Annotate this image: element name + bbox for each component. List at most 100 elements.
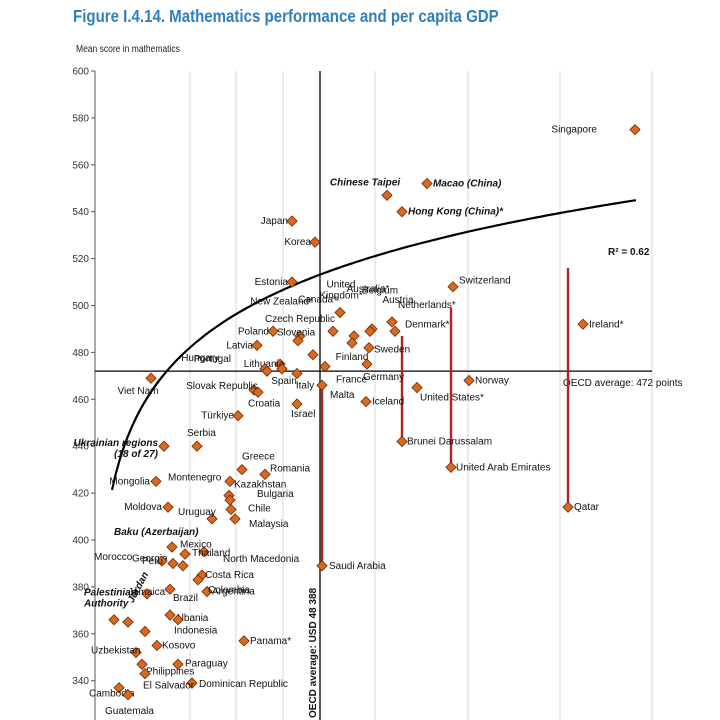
data-point-united-states: United States* bbox=[411, 381, 484, 404]
residual-lines bbox=[320, 267, 570, 566]
data-point-brunei-darussalam: Brunei Darussalam bbox=[396, 435, 492, 448]
marker-united-arab-emirates bbox=[445, 461, 457, 473]
label-saudi-arabia: Saudi Arabia bbox=[329, 561, 386, 572]
data-point-romania: Romania bbox=[259, 463, 310, 480]
label-kazakhstan: Kazakhstan bbox=[234, 479, 286, 490]
label-moldova: Moldova bbox=[124, 502, 162, 513]
marker-malaysia bbox=[229, 513, 241, 525]
marker-croatia bbox=[252, 386, 264, 398]
label-chile: Chile bbox=[248, 504, 271, 515]
data-point-chinese-taipei: Chinese Taipei bbox=[330, 177, 400, 201]
label-ukrainian-regions-18-of-27: Ukrainian regions (18 of 27) bbox=[74, 438, 159, 460]
marker-indonesia bbox=[172, 614, 184, 626]
label-baku-azerbaijan: Baku (Azerbaijan) bbox=[114, 527, 199, 538]
data-point-canada: Canada* bbox=[298, 295, 346, 319]
data-points: Singapore Chinese Taipei Macao (China) Hong… bbox=[74, 123, 641, 717]
data-point-portugal: Portugal bbox=[194, 354, 273, 377]
label-new-zealand: New Zealand* bbox=[250, 297, 313, 308]
y-tick-label-540: 540 bbox=[72, 207, 89, 218]
y-tick-label-560: 560 bbox=[72, 160, 89, 171]
label-morocco: Morocco bbox=[94, 552, 133, 563]
label-peru: Peru bbox=[142, 556, 163, 567]
marker-philippines bbox=[136, 658, 148, 670]
marker-poland bbox=[267, 325, 279, 337]
data-point-t-rkiye: Türkiye bbox=[201, 410, 244, 422]
label-croatia: Croatia bbox=[248, 398, 281, 409]
label-qatar: Qatar bbox=[574, 502, 600, 513]
marker-netherlands bbox=[386, 316, 398, 328]
label-united-arab-emirates: United Arab Emirates bbox=[456, 462, 551, 473]
label-uzbekistan: Uzbekistan bbox=[91, 646, 140, 657]
data-point-palestinian-authority: Palestinian Authority bbox=[83, 588, 137, 626]
label-israel: Israel bbox=[291, 409, 315, 420]
data-point-jordan: Jordan bbox=[126, 570, 151, 638]
label-costa-rica: Costa Rica bbox=[205, 570, 254, 581]
label-hungary: Hungary bbox=[181, 353, 219, 364]
data-point-brazil: Brazil bbox=[164, 583, 198, 604]
marker-qatar bbox=[562, 501, 574, 513]
label-australia: Australia* bbox=[347, 284, 390, 295]
data-point-netherlands: Netherlands* bbox=[386, 300, 456, 328]
label-kosovo: Kosovo bbox=[162, 641, 196, 652]
marker-united-kingdom bbox=[327, 325, 339, 337]
label-palestinian-authority: Palestinian Authority bbox=[83, 588, 137, 610]
data-point-hong-kong-china: Hong Kong (China)* bbox=[396, 206, 504, 218]
y-tick-label-580: 580 bbox=[72, 113, 89, 124]
label-thailand: Thailand bbox=[192, 548, 230, 559]
data-point-germany: Germany bbox=[361, 358, 404, 383]
label-austria: Austria bbox=[382, 295, 414, 306]
label-north-macedonia: North Macedonia bbox=[223, 554, 300, 565]
data-point-serbia: Serbia bbox=[187, 428, 216, 452]
marker-palestinian-authority bbox=[108, 614, 120, 626]
marker-italy bbox=[291, 367, 303, 380]
marker-germany bbox=[361, 358, 373, 370]
marker-japan bbox=[286, 215, 298, 227]
label-united-kingdom: United Kingdom* bbox=[319, 279, 362, 301]
marker-france bbox=[319, 360, 331, 373]
data-point-sweden: Sweden bbox=[363, 342, 410, 356]
marker-el-salvador bbox=[139, 668, 151, 680]
label-japan: Japan bbox=[261, 216, 288, 227]
label-brazil: Brazil bbox=[173, 593, 198, 604]
marker-brunei-darussalam bbox=[396, 435, 408, 448]
data-point-latvia: Latvia bbox=[226, 339, 263, 351]
data-point-france: France bbox=[319, 360, 368, 385]
label-korea: Korea bbox=[284, 237, 311, 248]
marker-korea bbox=[309, 236, 321, 248]
data-point-qatar: Qatar bbox=[562, 501, 600, 513]
data-point-bulgaria: Bulgaria bbox=[224, 489, 294, 506]
data-point-el-salvador: El Salvador bbox=[139, 668, 195, 692]
data-point-peru: Peru bbox=[142, 555, 168, 567]
marker-bulgaria bbox=[224, 494, 236, 506]
figure-title: Figure I.4.14. Mathematics performance a… bbox=[73, 6, 499, 26]
label-france: France bbox=[336, 374, 368, 385]
data-point-malta: Malta bbox=[316, 379, 355, 401]
marker-serbia bbox=[191, 440, 203, 452]
data-point-uzbekistan: Uzbekistan bbox=[91, 646, 142, 659]
data-point-norway: Norway bbox=[463, 374, 509, 387]
marker-thailand bbox=[179, 548, 191, 560]
data-point-paraguay: Paraguay bbox=[172, 658, 228, 670]
data-point-kosovo: Kosovo bbox=[151, 639, 196, 652]
marker-sweden bbox=[363, 342, 375, 354]
label-netherlands: Netherlands* bbox=[398, 300, 456, 311]
label-panama: Panama* bbox=[250, 636, 291, 647]
y-tick-label-420: 420 bbox=[72, 489, 89, 500]
marker-argentina bbox=[201, 585, 213, 598]
data-point-poland: Poland bbox=[238, 325, 279, 337]
marker-denmark bbox=[389, 325, 401, 337]
label-mongolia: Mongolia bbox=[109, 476, 150, 487]
y-tick-label-360: 360 bbox=[72, 629, 89, 640]
marker-chile bbox=[225, 503, 237, 516]
data-point-baku-azerbaijan: Baku (Azerbaijan) bbox=[114, 527, 199, 553]
marker-north-macedonia bbox=[177, 560, 189, 572]
data-point-macao-china: Macao (China) bbox=[421, 177, 502, 190]
marker-slovenia bbox=[292, 335, 304, 347]
marker-viet-nam bbox=[145, 372, 157, 384]
marker-singapore bbox=[629, 123, 641, 136]
label-latvia: Latvia bbox=[226, 340, 253, 351]
data-point-belgium: Belgium bbox=[362, 285, 398, 337]
label-mexico: Mexico bbox=[180, 540, 212, 551]
marker-mexico bbox=[198, 546, 210, 558]
marker-united-states bbox=[411, 381, 423, 394]
